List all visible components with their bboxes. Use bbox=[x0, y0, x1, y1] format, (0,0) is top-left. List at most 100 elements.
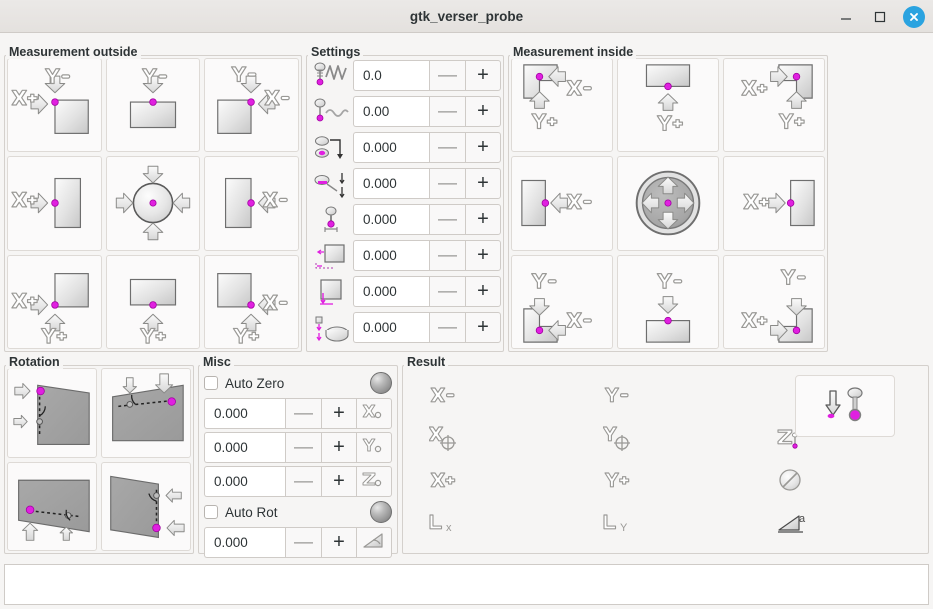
probe-inside-edge-bottom[interactable] bbox=[617, 254, 719, 349]
setting-probe-tip-diameter-increment[interactable]: + bbox=[465, 204, 501, 235]
misc-rotation-angle-spinbutton[interactable]: 0.000 — + bbox=[204, 527, 357, 558]
probe-inside-edge-left[interactable] bbox=[511, 156, 613, 251]
misc-offset-y-increment[interactable]: + bbox=[321, 432, 357, 463]
auto-zero-checkbox[interactable] bbox=[204, 376, 218, 390]
result-y-minus[interactable] bbox=[587, 376, 761, 419]
setting-probe-tip-diameter-input[interactable]: 0.000 bbox=[353, 204, 429, 235]
misc-rotation-angle-input[interactable]: 0.000 bbox=[204, 527, 285, 558]
probe-inside-bore-center[interactable] bbox=[617, 156, 719, 251]
setting-tool-diameter-spinbutton[interactable]: 0.000 — + bbox=[353, 312, 501, 343]
setting-edge-length-z-spinbutton[interactable]: 0.000 — + bbox=[353, 276, 501, 307]
misc-offset-x-increment[interactable]: + bbox=[321, 398, 357, 429]
probe-outside-edge-bottom[interactable] bbox=[105, 254, 201, 349]
tool-length-probe-button[interactable] bbox=[795, 375, 895, 437]
setting-edge-length-xy-decrement[interactable]: — bbox=[429, 240, 465, 271]
set-z-zero-button[interactable] bbox=[357, 466, 392, 497]
set-x-zero-button[interactable] bbox=[357, 398, 392, 429]
probe-outside-edge-top[interactable] bbox=[105, 58, 201, 153]
probe-inside-corner-bottom-right[interactable] bbox=[723, 254, 825, 349]
probe-outside-corner-top-left[interactable] bbox=[7, 58, 102, 153]
status-log[interactable] bbox=[4, 564, 929, 605]
setting-probe-velocity-spinbutton[interactable]: 0.00 — + bbox=[353, 96, 501, 127]
misc-offset-y-input[interactable]: 0.000 bbox=[204, 432, 285, 463]
setting-probe-velocity-input[interactable]: 0.00 bbox=[353, 96, 429, 127]
measurement-inside-title: Measurement inside bbox=[510, 45, 637, 59]
probe-inside-corner-top-left[interactable] bbox=[511, 58, 613, 153]
misc-offset-z-spinbutton[interactable]: 0.000 — + bbox=[204, 466, 357, 497]
setting-max-travel-xy-increment[interactable]: + bbox=[465, 132, 501, 163]
misc-offset-x-decrement[interactable]: — bbox=[285, 398, 321, 429]
misc-rotation-angle-decrement[interactable]: — bbox=[285, 527, 321, 558]
setting-edge-length-xy-spinbutton[interactable]: 0.000 — + bbox=[353, 240, 501, 271]
setting-edge-length-z-increment[interactable]: + bbox=[465, 276, 501, 307]
misc-offset-z-input[interactable]: 0.000 bbox=[204, 466, 285, 497]
setting-search-velocity-input[interactable]: 0.0 bbox=[353, 60, 429, 91]
setting-latch-return-input[interactable]: 0.000 bbox=[353, 168, 429, 199]
setting-max-travel-xy-spinbutton[interactable]: 0.000 — + bbox=[353, 132, 501, 163]
result-angle[interactable]: a bbox=[761, 504, 933, 547]
result-x-plus[interactable] bbox=[413, 462, 587, 505]
setting-edge-length-xy-input[interactable]: 0.000 bbox=[353, 240, 429, 271]
set-y-zero-button[interactable] bbox=[357, 432, 392, 463]
setting-latch-return-increment[interactable]: + bbox=[465, 168, 501, 199]
rotation-probe-right-edge[interactable] bbox=[101, 461, 191, 551]
probe-inside-corner-top-right[interactable] bbox=[723, 58, 825, 153]
set-rotation-button[interactable] bbox=[357, 527, 392, 558]
setting-probe-tip-diameter-row: 0.000 — + bbox=[309, 203, 501, 236]
measurement-outside-panel: Measurement outside bbox=[4, 45, 302, 352]
setting-max-travel-xy-input[interactable]: 0.000 bbox=[353, 132, 429, 163]
result-x-center[interactable] bbox=[413, 419, 587, 462]
misc-offset-z-decrement[interactable]: — bbox=[285, 466, 321, 497]
setting-probe-tip-diameter-decrement[interactable]: — bbox=[429, 204, 465, 235]
misc-offset-y-decrement[interactable]: — bbox=[285, 432, 321, 463]
setting-latch-return-value: 0.000 bbox=[363, 176, 397, 191]
settings-panel: Settings 0.0— +0.00— +0.000— +0.000— +0.000—… bbox=[306, 45, 504, 352]
probe-outside-corner-bottom-right[interactable] bbox=[204, 254, 299, 349]
probe-outside-corner-top-right[interactable] bbox=[204, 58, 299, 153]
misc-offset-y-spinbutton[interactable]: 0.000 — + bbox=[204, 432, 357, 463]
result-x-minus[interactable] bbox=[413, 376, 587, 419]
minimize-icon[interactable] bbox=[835, 6, 857, 28]
probe-outside-boss-center[interactable] bbox=[105, 156, 201, 251]
probe-inside-corner-bottom-left[interactable] bbox=[511, 254, 613, 349]
auto-rot-checkbox[interactable] bbox=[204, 505, 218, 519]
result-y-center[interactable] bbox=[587, 419, 761, 462]
setting-probe-velocity-increment[interactable]: + bbox=[465, 96, 501, 127]
setting-tool-diameter-decrement[interactable]: — bbox=[429, 312, 465, 343]
probe-outside-edge-right[interactable] bbox=[204, 156, 299, 251]
probe-outside-corner-bottom-left[interactable] bbox=[7, 254, 102, 349]
settings-title: Settings bbox=[308, 45, 364, 59]
setting-search-velocity-decrement[interactable]: — bbox=[429, 60, 465, 91]
in-edge-top-icon bbox=[622, 59, 714, 151]
probe-outside-edge-left[interactable] bbox=[7, 156, 102, 251]
setting-tool-diameter-increment[interactable]: + bbox=[465, 312, 501, 343]
result-diameter[interactable] bbox=[761, 462, 933, 505]
setting-latch-return-spinbutton[interactable]: 0.000 — + bbox=[353, 168, 501, 199]
misc-offset-z-increment[interactable]: + bbox=[321, 466, 357, 497]
rotation-probe-bottom-edge[interactable] bbox=[7, 461, 97, 551]
setting-edge-length-z-input[interactable]: 0.000 bbox=[353, 276, 429, 307]
probe-inside-edge-right[interactable] bbox=[723, 156, 825, 251]
svg-text:x: x bbox=[446, 522, 452, 534]
setting-search-velocity-spinbutton[interactable]: 0.0 — + bbox=[353, 60, 501, 91]
result-length-y[interactable]: Y bbox=[587, 504, 761, 547]
setting-probe-velocity-decrement[interactable]: — bbox=[429, 96, 465, 127]
setting-edge-length-xy-increment[interactable]: + bbox=[465, 240, 501, 271]
rotation-probe-top-edge[interactable] bbox=[101, 368, 191, 458]
result-y-plus[interactable] bbox=[587, 462, 761, 505]
in-corner-top-right-icon bbox=[728, 59, 820, 151]
probe-inside-edge-top[interactable] bbox=[617, 58, 719, 153]
setting-search-velocity-increment[interactable]: + bbox=[465, 60, 501, 91]
misc-offset-x-input[interactable]: 0.000 bbox=[204, 398, 285, 429]
setting-latch-return-decrement[interactable]: — bbox=[429, 168, 465, 199]
close-icon[interactable] bbox=[903, 5, 925, 28]
setting-edge-length-z-decrement[interactable]: — bbox=[429, 276, 465, 307]
rotation-probe-left-edge[interactable] bbox=[7, 368, 97, 458]
result-length-x[interactable]: x bbox=[413, 504, 587, 547]
setting-tool-diameter-input[interactable]: 0.000 bbox=[353, 312, 429, 343]
setting-probe-tip-diameter-spinbutton[interactable]: 0.000 — + bbox=[353, 204, 501, 235]
maximize-icon[interactable] bbox=[869, 6, 891, 28]
misc-rotation-angle-increment[interactable]: + bbox=[321, 527, 357, 558]
setting-max-travel-xy-decrement[interactable]: — bbox=[429, 132, 465, 163]
misc-offset-x-spinbutton[interactable]: 0.000 — + bbox=[204, 398, 357, 429]
